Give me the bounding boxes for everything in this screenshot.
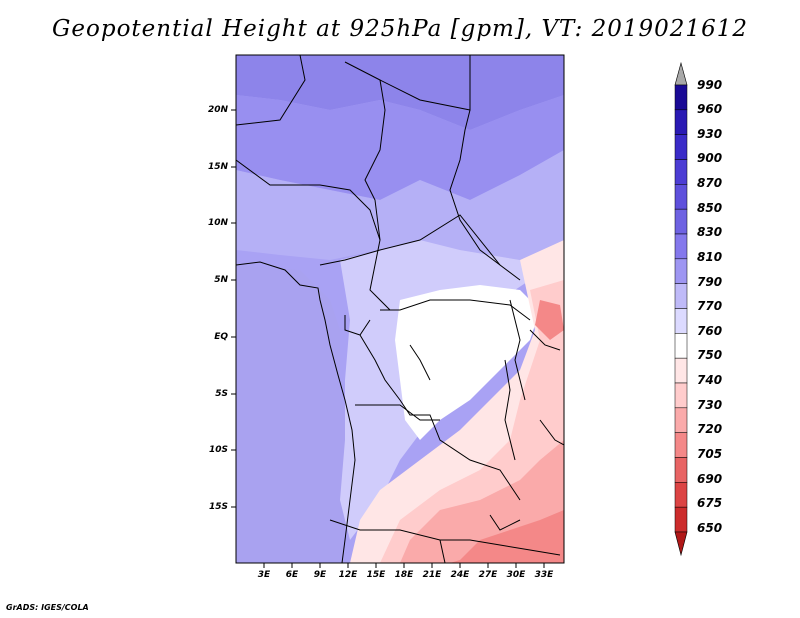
colorbar-box bbox=[674, 159, 688, 185]
grads-credit: GrADS: IGES/COLA bbox=[6, 603, 89, 612]
map-frame bbox=[235, 54, 565, 564]
field-north-mid-zone bbox=[236, 95, 564, 200]
map-title: Geopotential Height at 925hPa [gpm], VT:… bbox=[52, 16, 748, 42]
lat-label-eq: EQ bbox=[214, 332, 228, 342]
lon-label-18e: 18E bbox=[394, 570, 414, 580]
colorbar-box bbox=[674, 84, 688, 111]
colorbar-boxes bbox=[674, 84, 688, 533]
colorbar-box bbox=[674, 432, 688, 458]
lat-label-15s: 15S bbox=[208, 502, 228, 512]
lat-label-10n: 10N bbox=[207, 218, 228, 228]
colorbar-box bbox=[674, 233, 688, 260]
colorbar-label-850: 850 bbox=[697, 201, 723, 215]
lon-label-21e: 21E bbox=[422, 570, 442, 580]
colorbar bbox=[674, 61, 688, 557]
colorbar-label-960: 960 bbox=[697, 102, 723, 116]
field-central-pale-zone bbox=[340, 240, 530, 540]
colorbar-label-690: 690 bbox=[697, 472, 723, 486]
colorbar-box bbox=[674, 382, 688, 409]
lat-label-15n: 15N bbox=[207, 162, 228, 172]
field-east-pocket-720 bbox=[535, 300, 564, 340]
lat-label-10s: 10S bbox=[208, 445, 228, 455]
lat-label-5n: 5N bbox=[214, 275, 228, 285]
field-tropical-band bbox=[236, 150, 564, 260]
field-ocean-zone bbox=[236, 265, 355, 563]
colorbar-label-790: 790 bbox=[697, 275, 723, 289]
lon-label-27e: 27E bbox=[478, 570, 498, 580]
colorbar-label-675: 675 bbox=[697, 496, 723, 510]
colorbar-label-870: 870 bbox=[697, 176, 723, 190]
colorbar-box bbox=[674, 109, 688, 135]
colorbar-label-900: 900 bbox=[697, 151, 723, 165]
country-borders bbox=[236, 55, 564, 563]
field-720-zone bbox=[450, 510, 564, 563]
colorbar-box bbox=[674, 258, 688, 284]
lon-label-15e: 15E bbox=[366, 570, 386, 580]
colorbar-box bbox=[674, 482, 688, 508]
colorbar-box bbox=[674, 308, 688, 334]
lon-label-33e: 33E bbox=[534, 570, 554, 580]
lon-label-6e: 6E bbox=[285, 570, 299, 580]
colorbar-box bbox=[674, 184, 688, 210]
colorbar-label-990: 990 bbox=[697, 78, 723, 92]
lon-label-30e: 30E bbox=[506, 570, 526, 580]
colorbar-box bbox=[674, 506, 688, 533]
colorbar-label-770: 770 bbox=[697, 299, 723, 313]
lon-label-9e: 9E bbox=[313, 570, 327, 580]
colorbar-box bbox=[674, 407, 688, 433]
colorbar-label-760: 760 bbox=[697, 324, 723, 338]
lon-label-12e: 12E bbox=[338, 570, 358, 580]
colorbar-label-750: 750 bbox=[697, 348, 723, 362]
colorbar-box bbox=[674, 283, 688, 309]
field-north-dark-zone bbox=[236, 55, 564, 130]
colorbar-top-arrow bbox=[674, 61, 688, 86]
colorbar-box bbox=[674, 134, 688, 160]
colorbar-box bbox=[674, 357, 688, 384]
colorbar-label-830: 830 bbox=[697, 225, 723, 239]
colorbar-label-730: 730 bbox=[697, 398, 723, 412]
lat-label-20n: 20N bbox=[207, 105, 228, 115]
lat-label-5s: 5S bbox=[215, 389, 228, 399]
colorbar-box bbox=[674, 333, 688, 359]
axis-ticks bbox=[231, 109, 545, 568]
field-760-zone bbox=[395, 285, 540, 440]
colorbar-bottom-arrow bbox=[674, 531, 688, 557]
colorbar-box bbox=[674, 208, 688, 235]
height-field bbox=[236, 55, 564, 563]
colorbar-label-650: 650 bbox=[697, 521, 723, 535]
colorbar-label-705: 705 bbox=[697, 447, 723, 461]
colorbar-label-720: 720 bbox=[697, 422, 723, 436]
lon-label-3e: 3E bbox=[257, 570, 271, 580]
colorbar-box bbox=[674, 457, 688, 483]
colorbar-label-930: 930 bbox=[697, 127, 723, 141]
lon-label-24e: 24E bbox=[450, 570, 470, 580]
colorbar-label-740: 740 bbox=[697, 373, 723, 387]
colorbar-label-810: 810 bbox=[697, 250, 723, 264]
